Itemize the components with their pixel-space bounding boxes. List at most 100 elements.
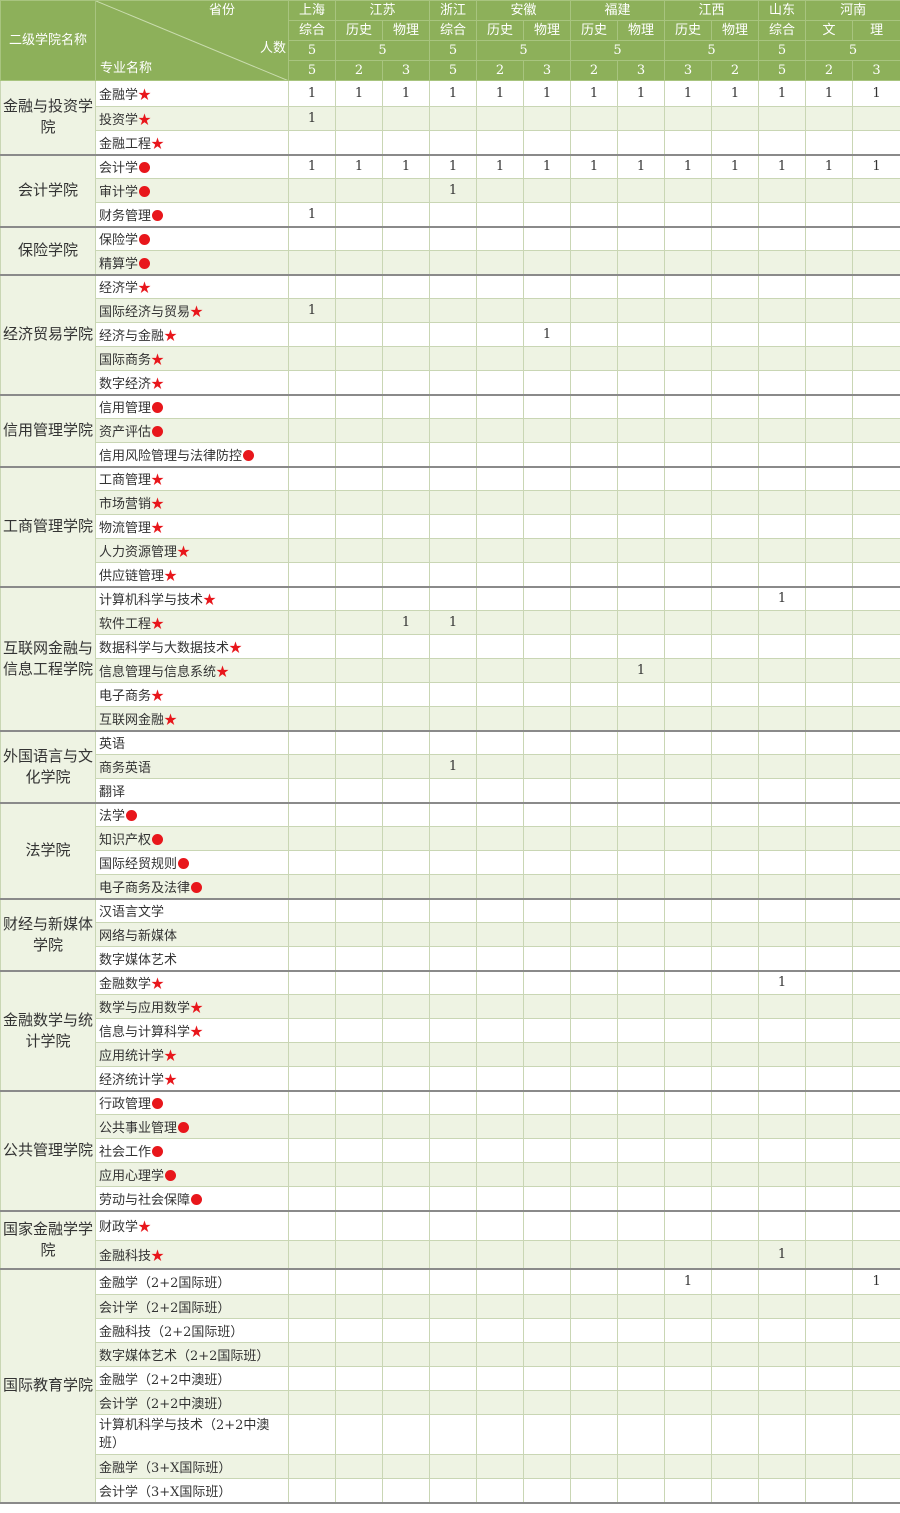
quota-cell (335, 994, 383, 1019)
quota-cell (523, 898, 572, 923)
quota-cell (664, 826, 713, 851)
quota-cell (523, 706, 572, 732)
quota-cell (476, 1318, 525, 1343)
quota-cell (664, 202, 713, 228)
quota-cell (758, 226, 807, 251)
major-name: 财务管理 (99, 208, 152, 224)
quota-cell (664, 1186, 713, 1212)
quota-cell (711, 1268, 760, 1295)
quota-cell (805, 778, 854, 804)
quota-cell (523, 1414, 572, 1455)
quota-cell (664, 418, 713, 443)
quota-cell (570, 490, 619, 515)
quota-cell (664, 610, 713, 635)
quota-cell (335, 802, 383, 827)
quota-cell (523, 1294, 572, 1319)
quota-cell (758, 730, 807, 755)
quota-cell (570, 1268, 619, 1295)
province-header: 河南 (805, 0, 900, 21)
quota-cell (476, 562, 525, 588)
corner-header: 省份 人数 专业名称 (95, 0, 289, 81)
quota-cell (476, 130, 525, 156)
quota-cell (805, 1366, 854, 1391)
quota-cell (570, 370, 619, 396)
quota-cell (335, 1138, 383, 1163)
major-cell: 国际经贸规则 (95, 850, 289, 875)
quota-cell (335, 1186, 383, 1212)
major-name: 金融工程 (99, 136, 152, 152)
quota-cell (335, 658, 383, 683)
major-cell: 信用风险管理与法律防控 (95, 442, 289, 468)
quota-cell (664, 922, 713, 947)
quota-cell (335, 706, 383, 732)
quota-cell (805, 610, 854, 635)
quota-cell (523, 514, 572, 539)
quota-cell: 1 (288, 298, 336, 323)
table-row: 商务英语 1 (1, 754, 900, 779)
subject-total: 2 (335, 60, 383, 81)
quota-cell (617, 1390, 666, 1415)
quota-cell (381, 802, 431, 827)
subject-total: 3 (852, 60, 900, 81)
quota-cell (711, 1478, 760, 1504)
quota-cell (805, 802, 854, 827)
quota-cell (335, 1390, 383, 1415)
quota-cell (805, 250, 854, 276)
quota-cell (570, 514, 619, 539)
quota-cell (758, 106, 807, 131)
quota-cell (570, 706, 619, 732)
quota-cell (805, 322, 854, 347)
quota-cell (476, 898, 525, 923)
quota-cell (617, 1186, 666, 1212)
subject-header: 文 (805, 20, 854, 41)
quota-cell (758, 130, 807, 156)
star-icon: ★ (138, 88, 152, 103)
major-cell: 英语 (95, 730, 289, 755)
college-name: 国家金融学学院 (0, 1210, 96, 1270)
quota-cell (476, 922, 525, 947)
major-name: 会计学 (99, 161, 139, 177)
table-row: 精算学 (1, 250, 900, 276)
star-icon: ★ (216, 665, 230, 680)
quota-cell (852, 418, 900, 443)
quota-cell (288, 226, 336, 251)
table-row: 信用管理学院 信用管理 (0, 394, 900, 468)
quota-cell (758, 1478, 807, 1504)
quota-cell (617, 874, 666, 900)
quota-cell (711, 1454, 760, 1479)
quota-cell (805, 1390, 854, 1415)
quota-cell (711, 778, 760, 804)
quota-cell (664, 1240, 713, 1270)
quota-cell (570, 538, 619, 563)
major-cell: 金融科技（2+2国际班） (95, 1318, 289, 1343)
major-name: 汉语言文学 (99, 905, 165, 921)
quota-cell (711, 178, 760, 203)
major-name: 经济学 (99, 281, 139, 297)
quota-cell (429, 298, 478, 323)
quota-cell (570, 1454, 619, 1479)
quota-cell (711, 346, 760, 371)
quota-cell (288, 370, 336, 396)
quota-cell (381, 898, 431, 923)
quota-cell (711, 586, 760, 611)
major-name: 国际经济与贸易 (99, 305, 191, 320)
quota-cell (617, 1114, 666, 1139)
quota-cell (570, 874, 619, 900)
quota-cell (476, 1414, 525, 1455)
quota-cell (711, 634, 760, 659)
quota-cell (617, 1366, 666, 1391)
table-row: 互联网金融★ (1, 706, 900, 732)
table-row: 社会工作 (1, 1138, 900, 1163)
star-icon: ★ (164, 1072, 178, 1088)
quota-cell (711, 610, 760, 635)
quota-cell (805, 586, 854, 611)
quota-cell (664, 538, 713, 563)
quota-cell (429, 1114, 478, 1139)
quota-cell (429, 322, 478, 347)
quota-cell (288, 130, 336, 156)
quota-cell (664, 1390, 713, 1415)
quota-cell (381, 1366, 431, 1391)
star-icon: ★ (190, 1025, 204, 1040)
quota-cell (523, 1478, 572, 1504)
quota-cell (381, 490, 431, 515)
